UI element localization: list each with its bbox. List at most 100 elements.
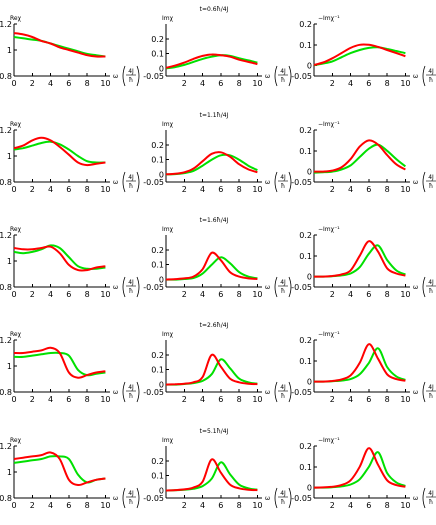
unit-denominator: ħ	[281, 393, 285, 400]
unit-right-paren	[288, 65, 292, 87]
x-tick-label: 10	[100, 290, 110, 299]
red-series-line	[313, 343, 406, 383]
panel-ylabel: Reχ	[10, 331, 22, 338]
x-tick-label: 2	[182, 290, 187, 299]
x-tick-label: 4	[348, 185, 353, 194]
green-series-line	[313, 451, 406, 489]
x-tick-label: 4	[48, 501, 53, 510]
omega-label: ω	[113, 284, 118, 291]
unit-left-paren	[122, 65, 126, 87]
x-tick-label: 10	[252, 501, 262, 510]
unit-left-paren	[122, 276, 126, 298]
x-tick-label: 0	[11, 395, 16, 404]
y-tick-label: 0.2	[151, 351, 164, 360]
y-tick-label: 1	[7, 257, 12, 266]
x-tick-label: 6	[218, 290, 223, 299]
x-tick-label: 4	[348, 395, 353, 404]
y-tick-label: 1.2	[0, 336, 12, 345]
x-tick-label: 2	[330, 185, 335, 194]
x-tick-label: 4	[348, 290, 353, 299]
omega-label: ω	[413, 179, 418, 186]
x-tick-label: 0	[11, 501, 16, 510]
x-tick-label: 8	[85, 79, 90, 88]
unit-right-paren	[288, 171, 292, 193]
x-tick-label: 10	[252, 185, 262, 194]
x-tick-label: 2	[330, 79, 335, 88]
red-series-line	[313, 447, 406, 489]
y-tick-label: 0.2	[151, 246, 164, 255]
red-series-line	[165, 458, 258, 492]
panel-ylabel: Reχ	[10, 226, 22, 233]
green-series-line	[165, 54, 258, 70]
y-tick-label: 0.2	[299, 336, 312, 345]
x-tick-label: 4	[200, 185, 205, 194]
x-tick-label: 4	[200, 79, 205, 88]
panel-ylabel: Imχ	[162, 331, 174, 338]
unit-left-paren	[122, 171, 126, 193]
x-tick-label: 6	[66, 501, 71, 510]
unit-numerator: 4J	[428, 279, 434, 286]
x-tick-label: 0	[11, 290, 16, 299]
panel-ylabel: −Imχ⁻¹	[318, 331, 340, 338]
x-tick-label: 10	[100, 395, 110, 404]
red-series-line	[165, 251, 258, 281]
x-tick-label: 4	[48, 185, 53, 194]
green-series-line	[165, 256, 258, 281]
x-tick-label: 6	[366, 185, 371, 194]
unit-left-paren	[122, 487, 126, 509]
omega-label: ω	[113, 389, 118, 396]
x-tick-label: 10	[400, 290, 410, 299]
y-tick-label: -0.05	[143, 178, 164, 187]
unit-numerator: 4J	[280, 68, 286, 75]
y-tick-label: 0	[307, 378, 312, 387]
x-tick-label: 8	[237, 501, 242, 510]
panel-ylabel: Imχ	[162, 226, 174, 233]
unit-right-paren	[136, 171, 140, 193]
x-tick-label: 0	[11, 185, 16, 194]
unit-denominator: ħ	[129, 393, 133, 400]
x-tick-label: 2	[182, 185, 187, 194]
x-tick-label: 2	[182, 501, 187, 510]
unit-numerator: 4J	[128, 490, 134, 497]
y-tick-label: 1.2	[0, 20, 12, 29]
unit-denominator: ħ	[281, 77, 285, 84]
green-series-line	[313, 46, 406, 67]
x-tick-label: 10	[252, 290, 262, 299]
y-tick-label: 0.2	[299, 126, 312, 135]
x-tick-label: 2	[30, 395, 35, 404]
unit-denominator: ħ	[429, 77, 433, 84]
x-tick-label: 6	[66, 395, 71, 404]
unit-left-paren	[274, 487, 278, 509]
x-tick-label: 10	[400, 395, 410, 404]
omega-label: ω	[113, 495, 118, 502]
row-title: t=2.6ħ/4J	[200, 322, 229, 329]
unit-numerator: 4J	[428, 68, 434, 75]
x-tick-label: 2	[182, 395, 187, 404]
y-tick-label: 1.2	[0, 231, 12, 240]
x-tick-label: 4	[200, 501, 205, 510]
x-tick-label: 8	[85, 395, 90, 404]
unit-left-paren	[274, 171, 278, 193]
red-series-line	[313, 139, 406, 173]
row-title: t=1.6ħ/4J	[200, 217, 229, 224]
x-tick-label: 10	[400, 79, 410, 88]
x-tick-label: 4	[348, 79, 353, 88]
x-tick-label: 8	[237, 290, 242, 299]
unit-left-paren	[274, 381, 278, 403]
x-tick-label: 8	[85, 501, 90, 510]
unit-numerator: 4J	[128, 68, 134, 75]
unit-numerator: 4J	[128, 279, 134, 286]
y-tick-label: 0.1	[299, 357, 312, 366]
unit-right-paren	[136, 65, 140, 87]
unit-denominator: ħ	[129, 288, 133, 295]
red-series-line	[313, 43, 406, 66]
x-tick-label: 2	[330, 395, 335, 404]
x-tick-label: 6	[218, 395, 223, 404]
unit-denominator: ħ	[429, 288, 433, 295]
unit-left-paren	[422, 381, 426, 403]
y-tick-label: 0.8	[0, 494, 12, 503]
y-tick-label: 0.1	[299, 463, 312, 472]
x-tick-label: 6	[218, 79, 223, 88]
unit-numerator: 4J	[280, 279, 286, 286]
